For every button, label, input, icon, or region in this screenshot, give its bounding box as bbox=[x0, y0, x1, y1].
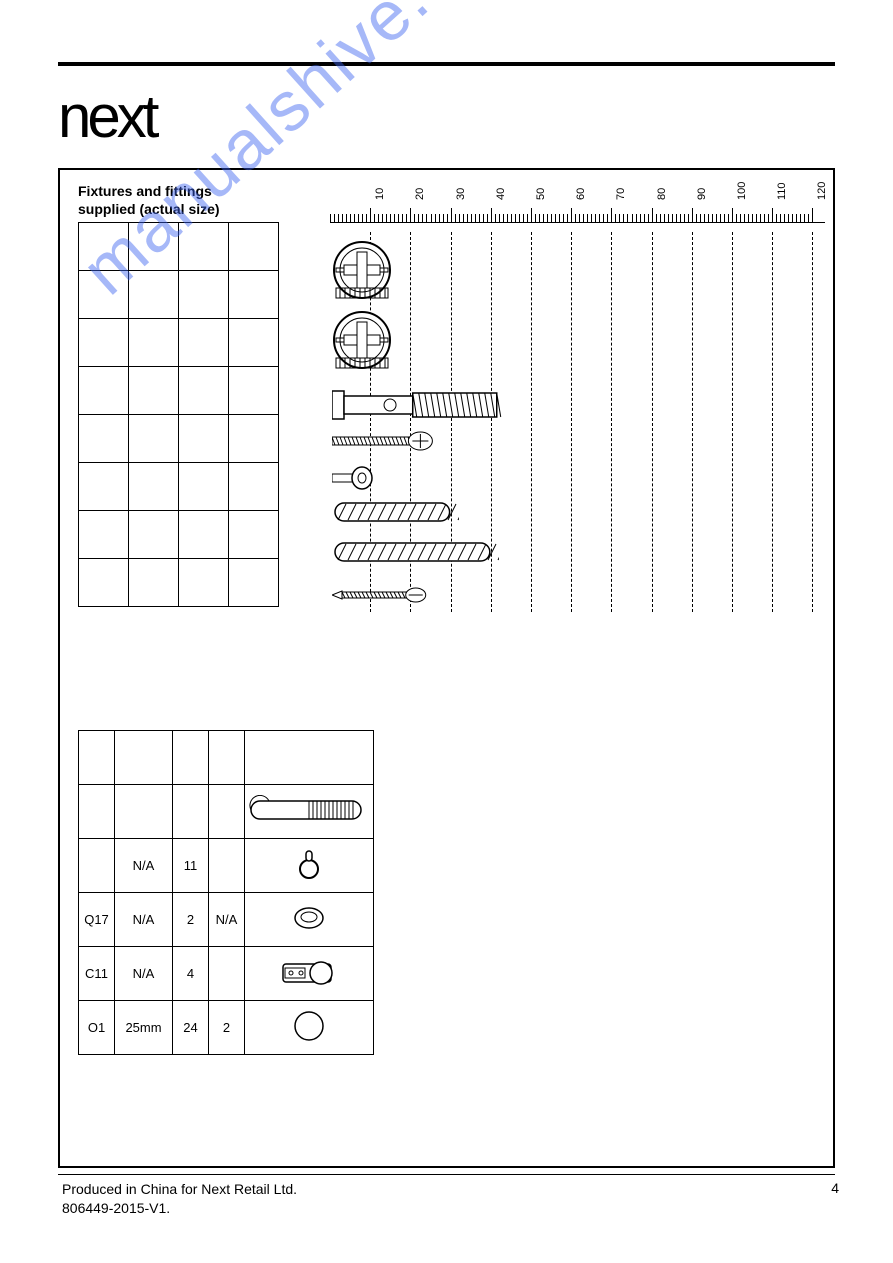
cam-lock-icon bbox=[332, 240, 392, 300]
brand-logo: next bbox=[58, 82, 155, 151]
footer-text: Produced in China for Next Retail Ltd. 8… bbox=[62, 1180, 297, 1218]
fixtures-table bbox=[78, 222, 279, 607]
table-row bbox=[79, 785, 374, 839]
table-row: Q17N/A2N/A bbox=[79, 893, 374, 947]
footer-rule bbox=[58, 1174, 835, 1175]
table-row bbox=[79, 559, 279, 607]
table-row bbox=[79, 463, 279, 511]
section-title: Fixtures and fittingssupplied (actual si… bbox=[78, 182, 220, 218]
part-illustration-cell bbox=[245, 785, 374, 839]
ruler: 102030405060708090100110120 bbox=[330, 176, 825, 232]
cam-lock-icon bbox=[332, 310, 392, 370]
footer-line1: Produced in China for Next Retail Ltd. bbox=[62, 1181, 297, 1197]
dowel-icon bbox=[332, 500, 459, 524]
dowel-icon bbox=[332, 540, 499, 564]
table-row bbox=[79, 415, 279, 463]
table-row: N/A11 bbox=[79, 839, 374, 893]
part-illustration-cell bbox=[245, 839, 374, 893]
machine-screw-icon bbox=[332, 430, 467, 452]
table-row bbox=[79, 223, 279, 271]
page: next Fixtures and fittingssupplied (actu… bbox=[0, 0, 893, 1263]
table-row bbox=[79, 367, 279, 415]
page-number: 4 bbox=[831, 1180, 839, 1196]
part-illustration-cell bbox=[245, 947, 374, 1001]
wood-screw-icon bbox=[332, 585, 454, 605]
table-row bbox=[79, 271, 279, 319]
top-rule bbox=[58, 62, 835, 66]
table-row bbox=[79, 319, 279, 367]
part-illustration-cell bbox=[245, 1001, 374, 1055]
part-illustration-cell bbox=[245, 893, 374, 947]
parts-details-table: N/A11Q17N/A2N/AC11N/A4O125mm242 bbox=[78, 730, 374, 1055]
table-row: C11N/A4 bbox=[79, 947, 374, 1001]
footer-line2: 806449-2015-V1. bbox=[62, 1200, 170, 1216]
cam-bolt-icon bbox=[332, 385, 505, 425]
table-row: O125mm242 bbox=[79, 1001, 374, 1055]
shelf-pin-icon bbox=[332, 465, 377, 491]
ruler-baseline bbox=[330, 222, 825, 223]
table-row bbox=[79, 511, 279, 559]
table-row bbox=[79, 731, 374, 785]
